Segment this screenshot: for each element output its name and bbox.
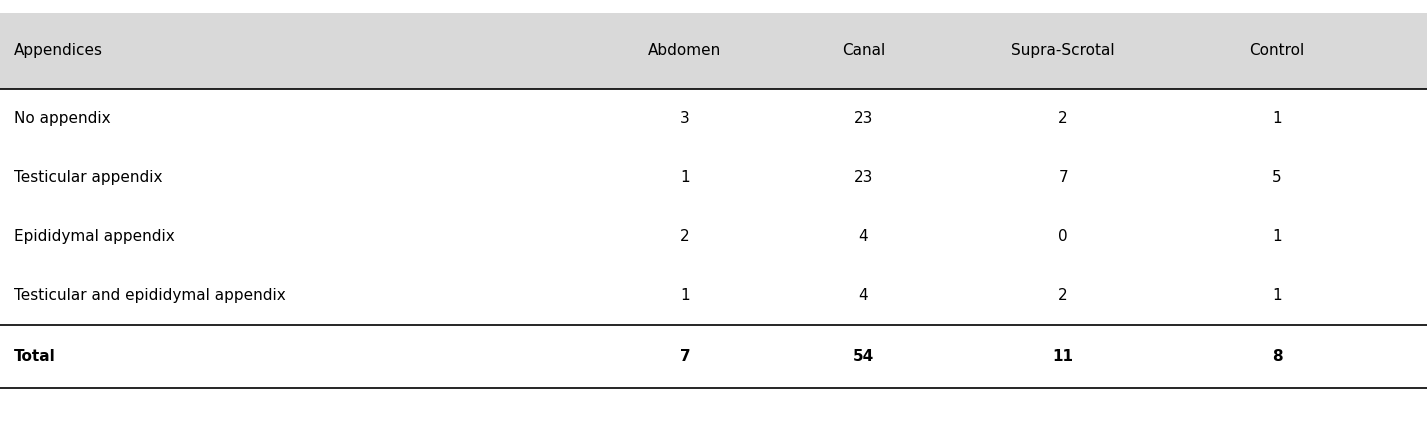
Text: 11: 11 [1053,349,1073,364]
Text: 2: 2 [681,229,689,244]
Text: 2: 2 [1059,111,1067,126]
Text: 7: 7 [679,349,691,364]
Text: 0: 0 [1059,229,1067,244]
Bar [0,13,1427,89]
Text: 8: 8 [1271,349,1283,364]
Text: 1: 1 [681,170,689,185]
Text: 23: 23 [853,111,873,126]
Text: Testicular appendix: Testicular appendix [14,170,163,185]
Text: 54: 54 [853,349,873,364]
Text: 1: 1 [1273,111,1281,126]
Text: 7: 7 [1059,170,1067,185]
Text: 1: 1 [681,288,689,303]
Text: 23: 23 [853,170,873,185]
Text: Abdomen: Abdomen [648,43,722,58]
Text: Testicular and epididymal appendix: Testicular and epididymal appendix [14,288,285,303]
Text: Supra-Scrotal: Supra-Scrotal [1012,43,1114,58]
Text: 1: 1 [1273,288,1281,303]
Text: 1: 1 [1273,229,1281,244]
Text: Epididymal appendix: Epididymal appendix [14,229,176,244]
Text: Control: Control [1250,43,1304,58]
Text: 4: 4 [859,229,868,244]
Text: 2: 2 [1059,288,1067,303]
Text: No appendix: No appendix [14,111,111,126]
Text: Canal: Canal [842,43,885,58]
Text: 4: 4 [859,288,868,303]
Text: 5: 5 [1273,170,1281,185]
Text: 3: 3 [681,111,689,126]
Text: Total: Total [14,349,56,364]
Text: Appendices: Appendices [14,43,103,58]
